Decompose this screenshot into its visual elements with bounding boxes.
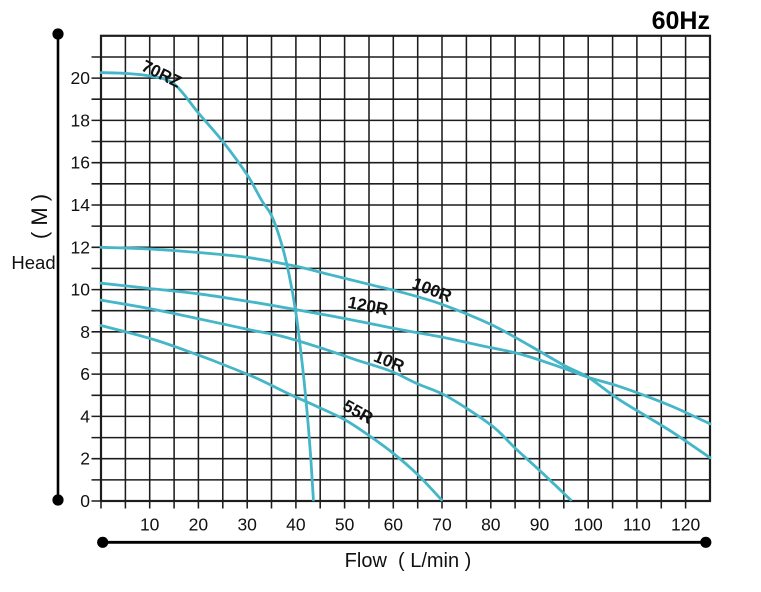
svg-text:90: 90: [530, 515, 550, 535]
svg-text:( M ): ( M ): [27, 194, 52, 239]
svg-text:20: 20: [189, 515, 209, 535]
svg-text:60Hz: 60Hz: [652, 7, 710, 35]
svg-text:30: 30: [237, 515, 257, 535]
svg-text:16: 16: [71, 153, 90, 173]
svg-text:80: 80: [481, 515, 501, 535]
svg-text:18: 18: [71, 110, 90, 130]
svg-text:12: 12: [71, 237, 90, 257]
svg-text:70: 70: [432, 515, 452, 535]
svg-text:Flow ( L/min ): Flow ( L/min ): [345, 550, 472, 572]
svg-text:6: 6: [80, 364, 90, 384]
svg-text:110: 110: [623, 515, 651, 535]
svg-text:40: 40: [286, 515, 306, 535]
svg-text:10: 10: [71, 280, 91, 300]
svg-text:120: 120: [671, 515, 700, 535]
svg-text:10: 10: [140, 515, 160, 535]
svg-text:4: 4: [80, 406, 90, 426]
svg-text:8: 8: [80, 322, 90, 342]
svg-text:50: 50: [335, 515, 355, 535]
svg-text:100: 100: [574, 515, 603, 535]
svg-text:60: 60: [384, 515, 404, 535]
svg-text:14: 14: [71, 195, 91, 215]
svg-text:Head: Head: [11, 252, 55, 273]
svg-text:20: 20: [71, 68, 91, 88]
svg-text:2: 2: [80, 449, 90, 469]
svg-text:0: 0: [80, 491, 90, 511]
